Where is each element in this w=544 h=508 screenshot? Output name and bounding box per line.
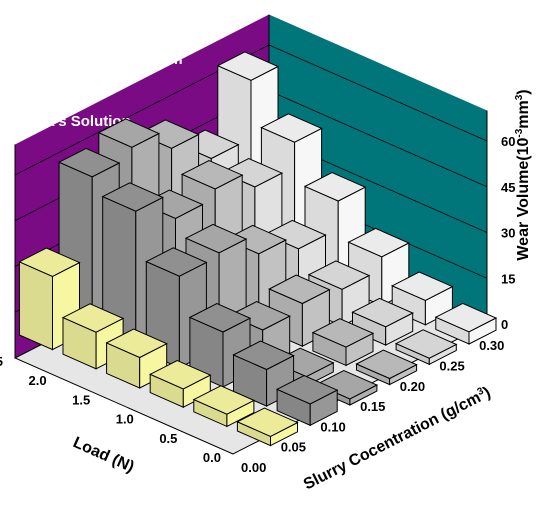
bar-face-top <box>216 51 280 81</box>
bars <box>18 51 498 447</box>
bar-face-top <box>192 385 256 415</box>
bar-face-top <box>260 113 323 143</box>
x-axis-title: Load (N) <box>70 434 136 476</box>
x-tick-label: 2.0 <box>29 373 47 388</box>
z-axis-ticks: 0 15 30 45 60 <box>501 134 515 332</box>
z-tick-label: 30 <box>501 226 515 241</box>
bar-face-top <box>232 340 295 371</box>
bar-face-top <box>236 407 299 437</box>
bar-face-top <box>303 172 367 202</box>
bar-face-top <box>149 359 212 390</box>
z-tick-label: 15 <box>501 271 515 286</box>
x-tick-label: 1.5 <box>72 392 90 407</box>
z-axis-title-sup2: 3 <box>514 94 525 100</box>
z-tick-label: 0 <box>501 317 508 332</box>
y-tick-label: 0.30 <box>479 338 504 353</box>
bar-face-top <box>311 318 375 348</box>
y-tick-label: 0.05 <box>281 440 306 455</box>
bar <box>236 407 299 447</box>
bar-face-top <box>275 374 339 405</box>
y-tick-label: 0.15 <box>360 399 385 414</box>
bar-face-top <box>307 260 371 290</box>
bar-face-top <box>97 118 161 148</box>
z-axis-title-main: Wear Volume(10 <box>515 138 532 261</box>
annotation-distance: Sliding Distance:89.73m <box>10 51 183 68</box>
bar <box>311 318 375 367</box>
bar-face-top <box>18 247 81 277</box>
bar-face-top <box>101 182 164 212</box>
bar <box>192 385 256 428</box>
z-axis-title: Wear Volume(10-3mm3) <box>514 89 532 260</box>
bar-face-top <box>434 302 498 333</box>
x-tick-label: 0.0 <box>203 450 221 465</box>
bar-face-top <box>391 271 454 301</box>
annotation-solution: Hank's Solution <box>18 113 131 130</box>
y-tick-label: 0.25 <box>439 358 464 373</box>
bar-face-top <box>105 328 168 359</box>
y-tick-label: 0.20 <box>400 379 425 394</box>
y-axis-ticks: 0.00 0.05 0.10 0.15 0.20 0.25 0.30 <box>241 338 504 475</box>
bar-face-top <box>145 247 208 277</box>
bar <box>232 340 295 407</box>
z-axis-title-mid: mm <box>515 100 532 128</box>
z-axis-title-sup1: -3 <box>514 128 525 137</box>
bar <box>149 359 212 409</box>
bar <box>18 247 81 351</box>
annotation-speed: Speed:75rpm <box>14 81 109 98</box>
z-tick-label: 45 <box>501 180 515 195</box>
y-tick-label: 0.10 <box>320 419 345 434</box>
z-axis-title-tail: ) <box>515 89 532 94</box>
bar-face-top <box>268 274 331 305</box>
bar-face-top <box>61 303 125 333</box>
bar-face-top <box>57 147 121 178</box>
bar <box>275 374 339 427</box>
z-tick-label: 60 <box>501 134 515 149</box>
bar-face-top <box>180 159 244 190</box>
bar-face-top <box>347 227 410 258</box>
x-tick-label: 1.0 <box>116 412 134 427</box>
bar <box>355 349 418 386</box>
bar <box>351 297 414 346</box>
bar-face-top <box>355 349 418 380</box>
annotations: Sliding Distance:89.73m Speed:75rpm Hank… <box>10 51 183 130</box>
x-axis-ticks: 0.0 0.5 1.0 1.5 2.0 2.5 <box>0 354 221 465</box>
y-axis-title-sup: 3 <box>476 385 486 398</box>
x-tick-label: 2.5 <box>0 354 3 369</box>
x-tick-label: 0.5 <box>159 431 177 446</box>
bar-face-top <box>351 297 414 328</box>
y-tick-label: 0.00 <box>241 460 266 475</box>
bar <box>394 329 458 366</box>
bar <box>434 302 498 345</box>
bar-face-top <box>188 303 252 333</box>
bar-face-top <box>184 223 248 254</box>
bar-face-front <box>18 261 53 351</box>
bar-face-top <box>394 329 458 359</box>
